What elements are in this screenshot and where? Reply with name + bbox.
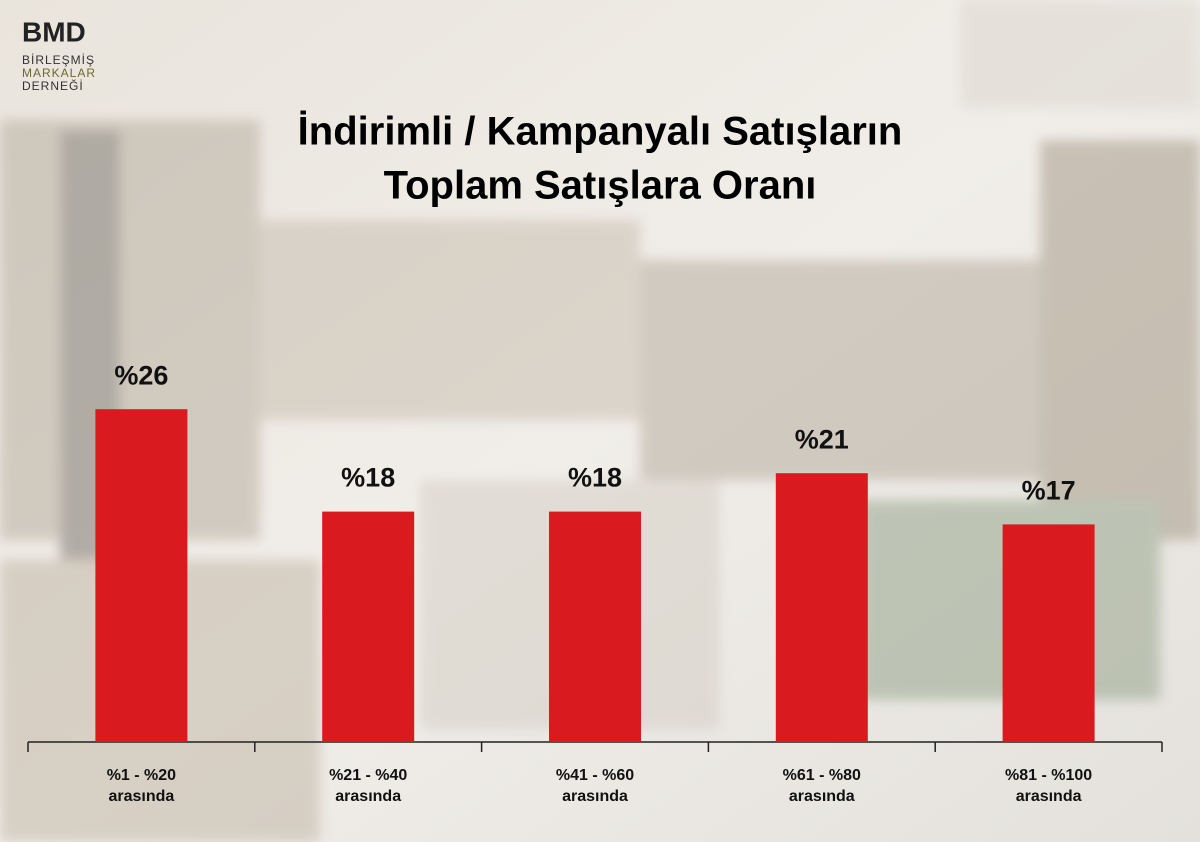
data-label: %18 bbox=[568, 463, 622, 493]
bar bbox=[322, 511, 415, 742]
bar bbox=[95, 409, 188, 742]
x-tick-label: %41 - %60 bbox=[556, 767, 634, 784]
bar bbox=[1002, 524, 1095, 742]
bar bbox=[549, 511, 641, 742]
logo-text: DERNEĞİ bbox=[22, 78, 84, 93]
logo-text: MARKALAR bbox=[22, 66, 96, 80]
data-label: %21 bbox=[795, 424, 849, 454]
data-label: %17 bbox=[1022, 476, 1076, 506]
x-tick-label: arasında bbox=[335, 788, 401, 805]
x-tick-label: arasında bbox=[1016, 788, 1082, 805]
x-tick-label: %21 - %40 bbox=[329, 767, 407, 784]
data-label: %26 bbox=[114, 360, 168, 390]
x-tick-label: arasında bbox=[108, 788, 174, 805]
logo-text: BİRLEŞMİŞ bbox=[22, 53, 95, 67]
x-tick-label: %1 - %20 bbox=[107, 767, 176, 784]
x-tick-label: arasında bbox=[789, 788, 855, 805]
x-tick-label: %61 - %80 bbox=[783, 767, 861, 784]
data-label: %18 bbox=[341, 463, 395, 493]
chart-title: Toplam Satışlara Oranı bbox=[384, 164, 817, 208]
logo-mark: BMD bbox=[22, 16, 86, 47]
x-tick-label: %81 - %100 bbox=[1005, 767, 1092, 784]
bar bbox=[775, 473, 868, 742]
x-tick-label: arasında bbox=[562, 788, 628, 805]
chart-title: İndirimli / Kampanyalı Satışların bbox=[298, 110, 903, 154]
